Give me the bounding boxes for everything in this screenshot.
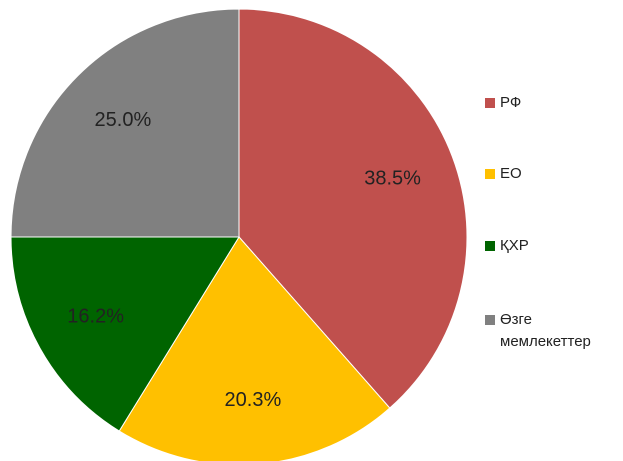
- legend-item: ҚХР: [485, 235, 610, 257]
- pie-slice: [118, 236, 391, 461]
- legend-label: РФ: [500, 94, 522, 111]
- legend-label: ЕО: [500, 165, 522, 182]
- legend-label: Өзге мемлекеттер: [500, 311, 591, 350]
- pie-slice: [10, 8, 240, 238]
- legend-swatch: [485, 169, 495, 179]
- data-label: 38.5%: [364, 167, 421, 189]
- legend-swatch: [485, 98, 495, 108]
- legend-swatch: [485, 241, 495, 251]
- pie-slice: [10, 236, 240, 432]
- legend-item: РФ: [485, 92, 610, 114]
- legend-label: ҚХР: [500, 237, 529, 254]
- data-label: 16.2%: [67, 305, 124, 327]
- legend-item: Өзге мемлекеттер: [485, 309, 610, 353]
- legend-item: ЕО: [485, 163, 610, 185]
- data-label: 20.3%: [225, 389, 282, 411]
- legend-swatch: [485, 315, 495, 325]
- data-label: 25.0%: [95, 109, 152, 131]
- pie-slice: [238, 8, 468, 409]
